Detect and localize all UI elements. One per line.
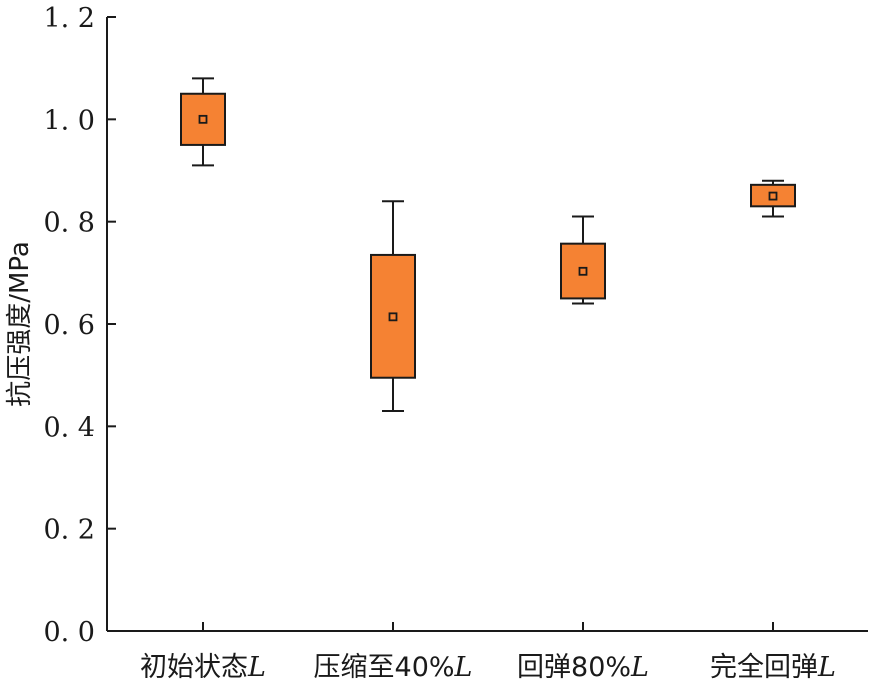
mean-marker	[768, 191, 778, 201]
y-tick-label: 0. 4	[43, 412, 95, 443]
x-tick-label: 压缩至40%L	[314, 652, 473, 683]
x-axis-ticks: 初始状态L 压缩至40%L 回弹80%L 完全回弹L	[140, 622, 836, 683]
y-axis-ticks: 0. 0 0. 2 0. 4 0. 6 0. 8 1. 0 1. 2	[43, 3, 116, 648]
box-3	[560, 215, 606, 305]
iqr-box	[370, 253, 416, 379]
iqr-box	[180, 92, 226, 146]
y-tick-label: 1. 0	[43, 105, 95, 136]
y-tick-label: 0. 0	[43, 617, 95, 648]
boxes	[180, 77, 796, 412]
box-1	[180, 77, 226, 167]
mean-marker	[198, 114, 208, 124]
box-4	[750, 179, 796, 218]
y-tick-label: 0. 8	[43, 208, 95, 239]
y-tick-label: 0. 2	[43, 515, 95, 546]
y-tick-label: 1. 2	[43, 3, 95, 34]
iqr-box	[750, 183, 796, 208]
y-axis-title: 抗压强度/MPa	[5, 241, 35, 407]
y-tick-label: 0. 6	[43, 310, 95, 341]
box-2	[370, 200, 416, 412]
x-tick-label: 初始状态L	[140, 652, 266, 683]
x-tick-label: 完全回弹L	[710, 652, 836, 683]
mean-marker	[578, 266, 588, 276]
iqr-box	[560, 242, 606, 300]
mean-marker	[388, 312, 398, 322]
x-tick-label: 回弹80%L	[517, 652, 649, 683]
